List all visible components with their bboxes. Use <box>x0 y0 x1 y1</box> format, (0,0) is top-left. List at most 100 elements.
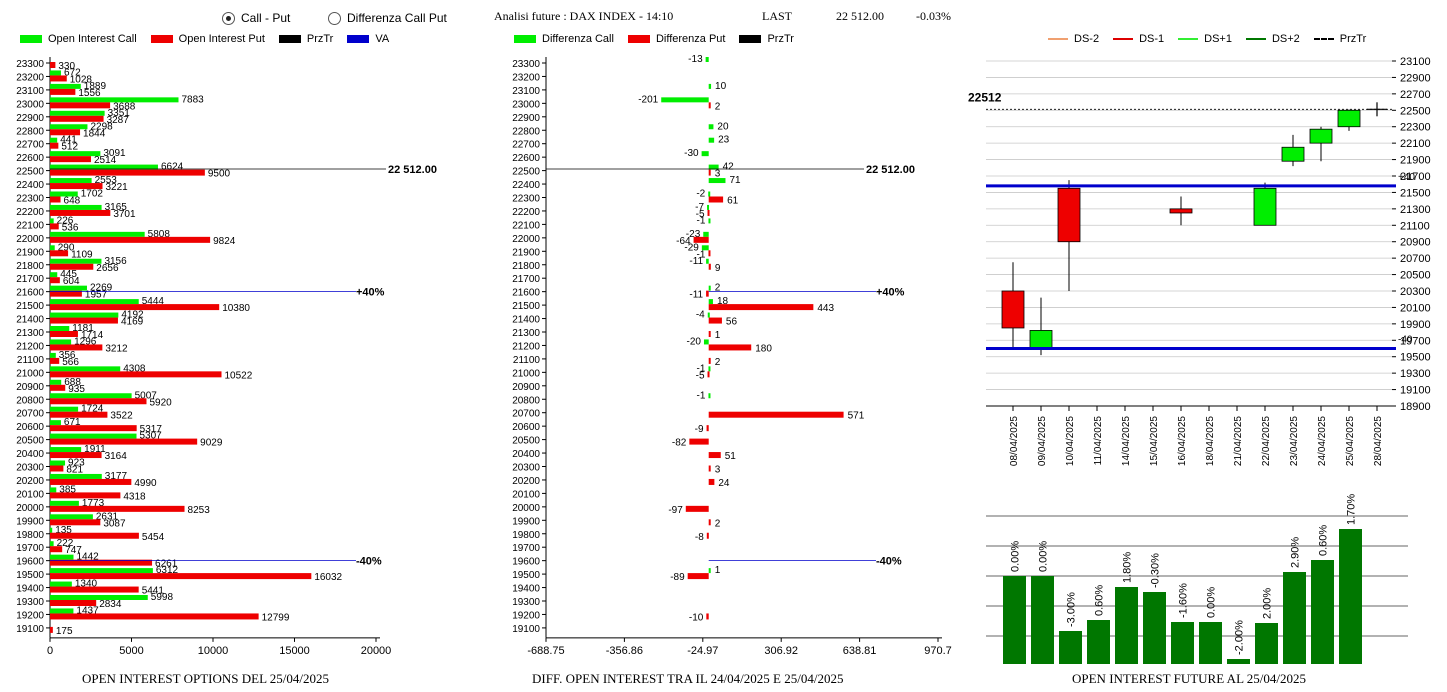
call-value: 385 <box>59 484 76 495</box>
radio-unselected-icon <box>328 11 341 25</box>
call-value: 290 <box>58 242 75 253</box>
put-bar <box>50 304 220 311</box>
diff-call-bar <box>707 204 710 210</box>
call-bar <box>50 433 137 439</box>
strike-label: 22400 <box>16 180 44 191</box>
diff-put-value: -11 <box>689 290 703 301</box>
candle-body <box>1001 290 1025 329</box>
put-value: 3688 <box>113 101 136 112</box>
strike-label: 21400 <box>16 315 44 326</box>
future-bar-chart: 0.00% 0.00% -3.00% 0.60% 1.80% -0.30% -1.60% 0.… <box>986 494 1408 664</box>
date-label: 18/04/2025 <box>1205 416 1216 466</box>
strike-label: 20100 <box>512 489 540 500</box>
put-bar <box>50 357 60 364</box>
put-value: 9029 <box>200 438 223 449</box>
put-value: 5454 <box>142 532 165 543</box>
diff-put-bar <box>707 209 710 216</box>
level-label: +40 <box>1398 172 1415 183</box>
diff-put-value: 2 <box>715 518 721 529</box>
diff-put-bar <box>708 465 711 472</box>
diff-put-value: -10 <box>689 612 704 623</box>
caption-chart2: DIFF. OPEN INTEREST TRA IL 24/04/2025 E … <box>532 671 844 686</box>
future-bar-label: -0.30% <box>1150 553 1162 588</box>
put-value: 5317 <box>140 424 163 435</box>
put-value: 6261 <box>155 559 178 570</box>
call-value: 5007 <box>135 390 158 401</box>
put-bar <box>50 452 102 459</box>
y-tick-label: 20300 <box>1400 286 1431 298</box>
strike-label: 22700 <box>16 140 44 151</box>
future-bar-label: 1.80% <box>1122 552 1134 583</box>
diff-call-bar <box>708 568 711 574</box>
call-bar <box>50 272 58 278</box>
put-bar <box>50 236 211 243</box>
strike-label: 21700 <box>16 274 44 285</box>
strike-label: 22300 <box>512 194 540 205</box>
strike-label: 20200 <box>512 476 540 487</box>
strike-label: 20500 <box>16 436 44 447</box>
last-value: 22 512.00 <box>836 9 884 23</box>
diff-call-bar <box>705 57 709 62</box>
put-value: 1714 <box>81 330 104 341</box>
future-bar-label: 0.60% <box>1094 585 1106 616</box>
call-value: 1724 <box>81 404 104 415</box>
future-bar-label: 0.00% <box>1010 541 1022 572</box>
diff-call-bar <box>708 366 711 372</box>
diff-put-value: -1 <box>697 249 706 260</box>
strike-label: 21100 <box>513 355 541 366</box>
put-value: 2514 <box>94 155 117 166</box>
radio-call-put[interactable]: Call - Put <box>222 11 290 25</box>
put-value: 1556 <box>78 88 101 99</box>
legend-future: DS-2 DS-1 DS+1 DS+2 PrzTr <box>1048 33 1380 45</box>
diff-open-interest-chart: -688.75 -356.86 -24.97 306.92 638.81 970.7233… <box>512 54 952 657</box>
diff-put-bar <box>708 331 711 337</box>
strike-label: 22600 <box>16 153 44 164</box>
put-bar <box>50 115 104 122</box>
diff-call-value: -11 <box>689 256 703 267</box>
put-value: 2834 <box>99 599 122 610</box>
put-bar <box>50 505 185 512</box>
candlestick-chart: 23100 22900 22700 22500 22300 22100 21900 21700… <box>968 56 1431 466</box>
diff-call-bar <box>708 83 712 89</box>
przTr-label: 22 512.00 <box>388 164 437 176</box>
y-tick-label: 23100 <box>1400 56 1431 68</box>
diff-put-bar <box>708 169 711 176</box>
strike-label: 19600 <box>512 557 540 568</box>
diff-call-bar <box>701 151 709 157</box>
diff-call-bar <box>708 164 719 170</box>
strike-label: 20300 <box>16 463 44 474</box>
diff-call-value: -2 <box>696 189 705 200</box>
call-value: 7883 <box>181 94 204 105</box>
level-label: -40 <box>1398 335 1413 346</box>
call-value: 1442 <box>77 552 100 563</box>
strike-label: 20400 <box>16 449 44 460</box>
strike-label: 23100 <box>16 86 44 97</box>
call-bar <box>50 527 53 533</box>
diff-call-value: 18 <box>717 296 729 307</box>
call-bar <box>50 258 102 264</box>
call-value: 1296 <box>74 336 97 347</box>
date-label: 14/04/2025 <box>1121 416 1132 466</box>
put-value: 3212 <box>105 343 128 354</box>
call-bar <box>50 447 82 453</box>
diff-put-bar <box>708 452 721 459</box>
diff-put-value: -97 <box>668 505 683 516</box>
call-value: 5808 <box>148 229 171 240</box>
put-value: 3087 <box>103 518 126 529</box>
strike-label: 22700 <box>512 140 540 151</box>
put-value: 9500 <box>208 169 231 180</box>
put-bar <box>50 250 69 257</box>
put-bar <box>50 277 60 284</box>
va-label: +40% <box>876 287 905 299</box>
radio-differenza[interactable]: Differenza Call Put <box>328 11 447 25</box>
strike-label: 19300 <box>16 597 44 608</box>
date-label: 11/04/2025 <box>1093 416 1104 466</box>
future-bar-label: 0.60% <box>1318 525 1330 556</box>
y-tick-label: 19900 <box>1400 319 1431 331</box>
call-bar <box>50 460 66 466</box>
call-bar <box>50 231 145 237</box>
last-label: LAST <box>762 9 792 23</box>
call-value: 1702 <box>81 189 104 200</box>
call-bar <box>50 326 70 331</box>
strike-label: 19700 <box>16 543 44 554</box>
